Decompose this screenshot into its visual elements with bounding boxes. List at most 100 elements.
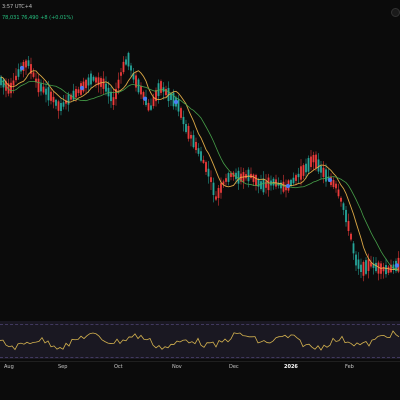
candle-body	[267, 177, 270, 191]
candle-body	[265, 181, 267, 188]
candle-body	[102, 78, 105, 89]
candle-body	[332, 180, 335, 187]
bottom-padding	[0, 376, 400, 400]
candle-body	[115, 88, 117, 100]
candle-body	[212, 182, 215, 195]
month-label-dec: Dec	[229, 364, 239, 370]
candle-body	[385, 265, 387, 275]
candle-body	[392, 264, 395, 271]
candle-body	[300, 166, 302, 180]
candle-body	[60, 102, 62, 112]
candle-body	[132, 73, 135, 80]
candle-body	[352, 243, 355, 254]
month-label-aug: Aug	[4, 364, 14, 370]
signal-markers	[19, 65, 400, 268]
signal-marker	[285, 183, 291, 189]
candle-body	[67, 94, 70, 105]
candle-body	[170, 93, 172, 101]
candle-body	[247, 169, 250, 182]
candle-body	[177, 99, 180, 112]
candle-body	[252, 174, 255, 182]
candle-body	[347, 221, 350, 231]
candle-body	[57, 101, 60, 111]
candle-body	[37, 78, 40, 93]
candle-body	[117, 79, 120, 89]
candle-body	[345, 209, 347, 223]
candle-body	[62, 102, 65, 107]
signal-marker	[173, 99, 179, 105]
signal-marker	[394, 263, 400, 268]
candle-body	[142, 92, 145, 99]
candle-body	[190, 134, 192, 139]
signal-marker	[327, 177, 333, 183]
price-value-2: 76,490	[21, 15, 39, 21]
candle-body	[205, 162, 207, 172]
candle-body	[97, 77, 100, 86]
signal-marker	[142, 96, 148, 101]
candle-body	[367, 259, 370, 271]
candle-body	[127, 52, 130, 67]
candle-body	[55, 99, 57, 106]
candle-body	[180, 108, 182, 118]
candle-body	[195, 141, 197, 151]
candle-body	[92, 76, 95, 81]
candle-body	[262, 178, 265, 193]
candle-body	[282, 181, 285, 192]
time-info: 3:57 UTC+4	[2, 4, 32, 11]
candle-body	[110, 92, 112, 102]
candle-body	[135, 75, 137, 88]
candle-body	[340, 197, 342, 202]
candle-body	[27, 60, 30, 66]
candle-body	[370, 262, 372, 267]
candle-body	[202, 159, 205, 163]
candle-body	[230, 173, 232, 177]
candle-body	[342, 203, 345, 210]
candle-body	[225, 178, 227, 182]
time-axis	[0, 361, 400, 362]
candle-body	[42, 86, 45, 93]
candle-body	[40, 83, 42, 92]
price-value-1: 78,031	[2, 15, 20, 21]
candle-body	[335, 183, 337, 189]
candle-body	[157, 83, 160, 96]
candle-body	[125, 59, 127, 65]
candle-body	[317, 159, 320, 172]
month-label-nov: Nov	[172, 364, 182, 370]
candle-body	[165, 88, 167, 96]
candle-body	[10, 82, 12, 94]
signal-marker	[79, 85, 85, 91]
candle-body	[297, 173, 300, 178]
candle-body	[215, 196, 217, 200]
candle-body	[182, 116, 185, 125]
candle-body	[82, 81, 85, 92]
candle-body	[290, 179, 292, 187]
candle-body	[260, 181, 262, 189]
candle-body	[337, 189, 340, 197]
candle-body	[130, 65, 132, 71]
candle-body	[390, 264, 392, 273]
candle-body	[185, 124, 187, 132]
candle-body	[310, 156, 312, 167]
candle-body	[50, 91, 52, 101]
candle-body	[227, 173, 230, 182]
candle-body	[222, 181, 225, 185]
candle-body	[217, 188, 220, 198]
candle-body	[320, 165, 322, 173]
candle-body	[292, 177, 295, 184]
ma-slow-line	[0, 80, 399, 272]
candle-body	[200, 151, 202, 161]
candle-body	[7, 83, 10, 94]
month-label-2026: 2026	[284, 364, 298, 370]
month-label-sep: Sep	[58, 364, 68, 370]
candle-body	[327, 176, 330, 181]
candle-body	[145, 96, 147, 106]
signal-marker	[19, 65, 25, 71]
month-label-oct: Oct	[114, 364, 123, 370]
candle-body	[2, 79, 5, 88]
candle-body	[325, 169, 327, 182]
candle-body	[360, 264, 362, 273]
candle-body	[87, 77, 90, 86]
candle-body	[90, 73, 92, 85]
candle-body	[52, 96, 55, 103]
